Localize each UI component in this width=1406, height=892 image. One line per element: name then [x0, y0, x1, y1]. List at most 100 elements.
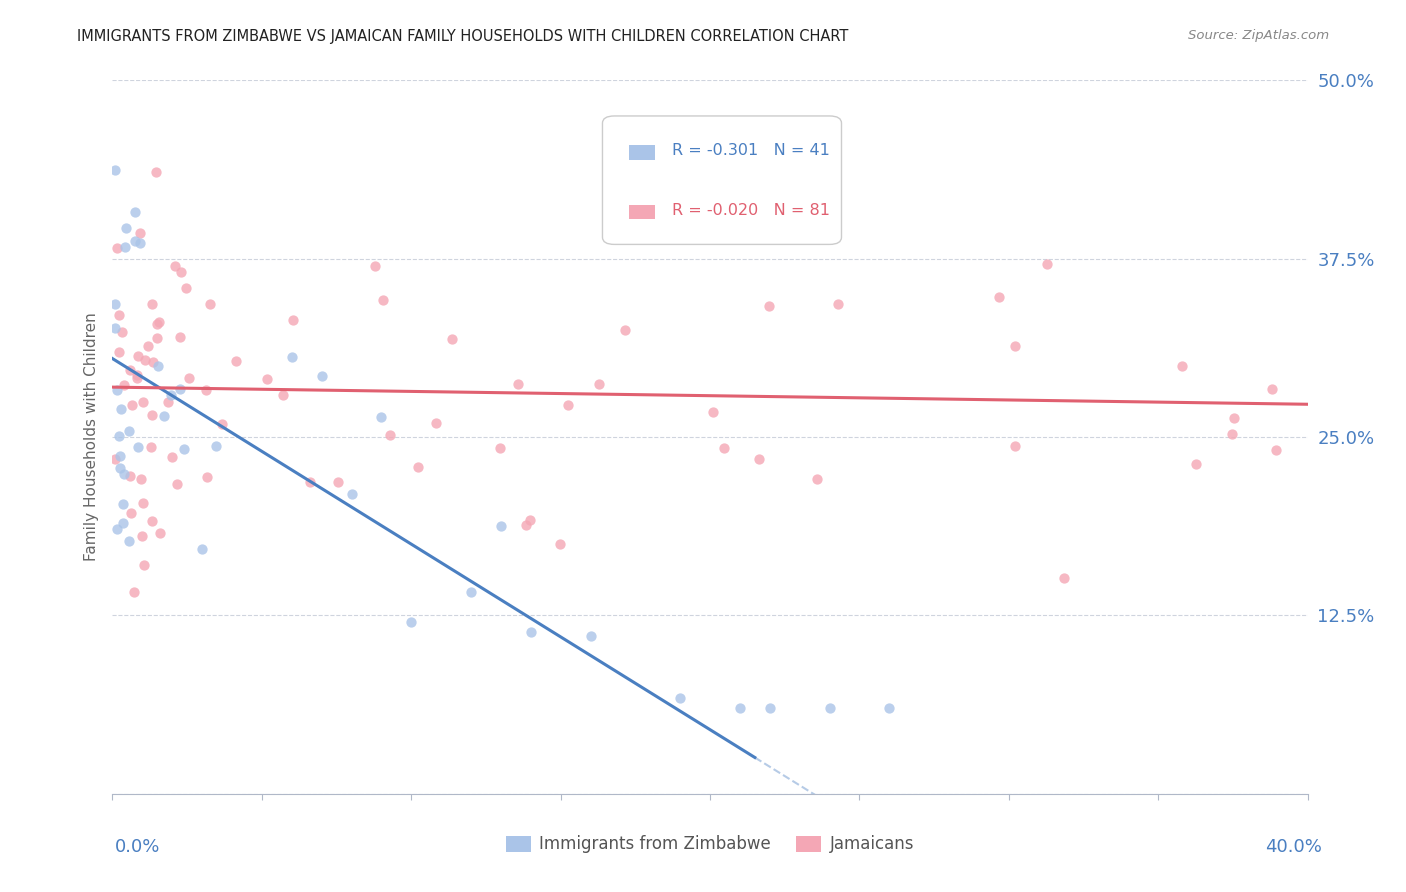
Point: [425, 416, 447, 430]
Point: [440, 332, 463, 346]
Y-axis label: Family Households with Children: Family Households with Children: [83, 313, 98, 561]
Point: [112, 377, 135, 392]
Point: [759, 701, 782, 715]
Point: [489, 519, 512, 533]
Point: [141, 296, 163, 310]
Point: [117, 533, 139, 548]
Point: [299, 475, 322, 489]
Text: R = -0.020   N = 81: R = -0.020 N = 81: [672, 203, 830, 219]
Point: [112, 516, 135, 530]
Point: [1264, 443, 1286, 458]
Point: [169, 330, 191, 344]
Point: [131, 529, 153, 543]
Point: [370, 410, 392, 425]
Point: [401, 615, 423, 630]
Point: [136, 339, 159, 353]
Point: [169, 383, 191, 397]
Point: [363, 259, 385, 273]
Text: Source: ZipAtlas.com: Source: ZipAtlas.com: [1188, 29, 1329, 42]
Point: [149, 526, 172, 541]
Point: [515, 517, 537, 532]
Point: [160, 450, 183, 464]
Point: [550, 537, 572, 551]
Point: [152, 409, 174, 423]
Point: [225, 354, 247, 368]
Point: [134, 353, 156, 368]
Point: [1185, 457, 1208, 471]
Point: [120, 506, 142, 520]
Point: [124, 235, 146, 249]
Bar: [628, 145, 655, 161]
Point: [145, 331, 167, 345]
Point: [1004, 439, 1026, 453]
Point: [105, 383, 128, 397]
Point: [146, 359, 169, 373]
Point: [191, 541, 214, 556]
Point: [105, 522, 128, 536]
Point: [125, 368, 148, 382]
Point: [987, 290, 1010, 304]
Point: [128, 236, 150, 251]
Point: [127, 349, 149, 363]
Point: [108, 345, 131, 359]
Point: [1171, 359, 1194, 373]
Point: [283, 313, 305, 327]
Point: [702, 405, 724, 419]
Point: [256, 372, 278, 386]
Point: [141, 440, 163, 454]
Point: [173, 442, 195, 456]
Point: [111, 326, 134, 340]
Point: [120, 468, 142, 483]
Point: [1223, 411, 1246, 425]
Point: [125, 370, 148, 384]
Point: [170, 265, 193, 279]
Point: [614, 323, 637, 337]
Point: [728, 701, 751, 715]
Text: R = -0.301   N = 41: R = -0.301 N = 41: [672, 143, 830, 158]
Point: [105, 241, 128, 255]
Point: [160, 388, 183, 402]
Point: [489, 441, 512, 455]
Point: [326, 475, 349, 489]
Point: [141, 514, 163, 528]
Point: [520, 625, 543, 640]
Point: [758, 299, 780, 313]
Point: [1260, 382, 1282, 396]
Point: [104, 451, 127, 466]
Point: [311, 368, 333, 383]
Point: [124, 205, 146, 219]
Point: [134, 558, 156, 572]
Point: [114, 220, 136, 235]
Point: [1004, 339, 1026, 353]
Point: [827, 297, 849, 311]
Point: [818, 701, 841, 715]
Point: [110, 402, 132, 417]
Point: [108, 461, 131, 475]
Point: [211, 417, 233, 431]
Point: [122, 585, 145, 599]
Point: [110, 449, 132, 463]
Point: [506, 376, 529, 391]
Point: [579, 629, 602, 643]
Point: [177, 370, 200, 384]
Point: [108, 429, 131, 443]
Point: [166, 477, 188, 491]
Point: [118, 424, 141, 438]
Text: IMMIGRANTS FROM ZIMBABWE VS JAMAICAN FAMILY HOUSEHOLDS WITH CHILDREN CORRELATION: IMMIGRANTS FROM ZIMBABWE VS JAMAICAN FAM…: [77, 29, 849, 44]
Point: [111, 497, 134, 511]
Point: [195, 469, 218, 483]
Legend: Immigrants from Zimbabwe, Jamaicans: Immigrants from Zimbabwe, Jamaicans: [506, 835, 914, 854]
Point: [127, 440, 149, 454]
Point: [132, 395, 155, 409]
Point: [1220, 427, 1243, 442]
Point: [713, 441, 735, 455]
Point: [174, 281, 197, 295]
Point: [145, 165, 167, 179]
Point: [406, 460, 429, 475]
Bar: [628, 204, 655, 219]
Point: [104, 321, 127, 335]
Point: [112, 467, 135, 481]
Point: [163, 259, 186, 273]
Point: [806, 472, 828, 486]
Point: [378, 427, 401, 442]
